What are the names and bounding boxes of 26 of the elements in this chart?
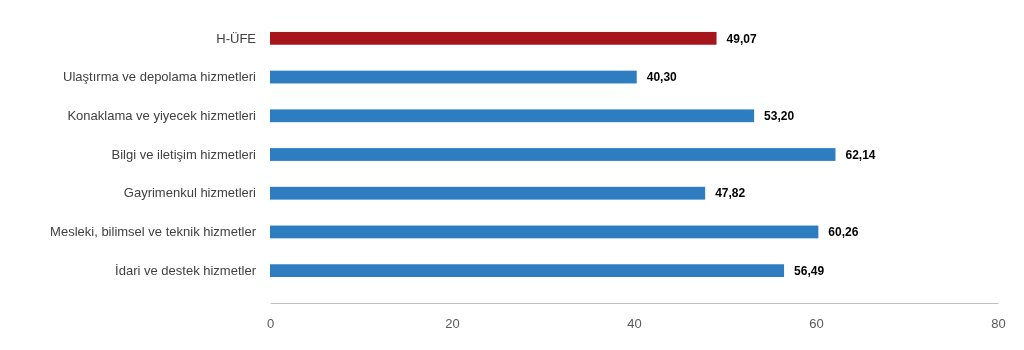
bar xyxy=(270,186,706,200)
data-label: 49,07 xyxy=(726,31,757,46)
y-tick-label: Mesleki, bilimsel ve teknik hizmetler xyxy=(50,224,257,240)
data-label: 60,26 xyxy=(828,225,859,240)
bar xyxy=(270,31,717,45)
y-tick-label: Ulaştırma ve depolama hizmetleri xyxy=(63,69,257,85)
x-tick-label: 0 xyxy=(266,316,275,332)
data-label: 56,49 xyxy=(794,263,825,278)
x-tick-label: 80 xyxy=(991,316,1006,332)
bar xyxy=(270,225,819,239)
x-tick-label: 20 xyxy=(445,316,460,332)
y-tick-label: Gayrimenkul hizmetleri xyxy=(123,185,257,201)
data-label: 47,82 xyxy=(715,186,746,201)
x-tick-label: 60 xyxy=(809,316,824,332)
data-label: 40,30 xyxy=(646,70,678,85)
bar xyxy=(270,148,836,161)
y-tick-label: İdari ve destek hizmetler xyxy=(115,262,257,278)
y-tick-label: Konaklama ve yiyecek hizmetleri xyxy=(67,107,257,123)
bar xyxy=(270,109,755,123)
y-tick-label: Bilgi ve iletişim hizmetleri xyxy=(111,146,257,162)
y-tick-label: H-ÜFE xyxy=(216,30,257,46)
bar xyxy=(270,70,637,84)
bar xyxy=(270,264,785,278)
data-label: 53,20 xyxy=(764,108,795,123)
x-tick-label: 40 xyxy=(627,316,642,332)
data-label: 62,14 xyxy=(845,147,876,162)
